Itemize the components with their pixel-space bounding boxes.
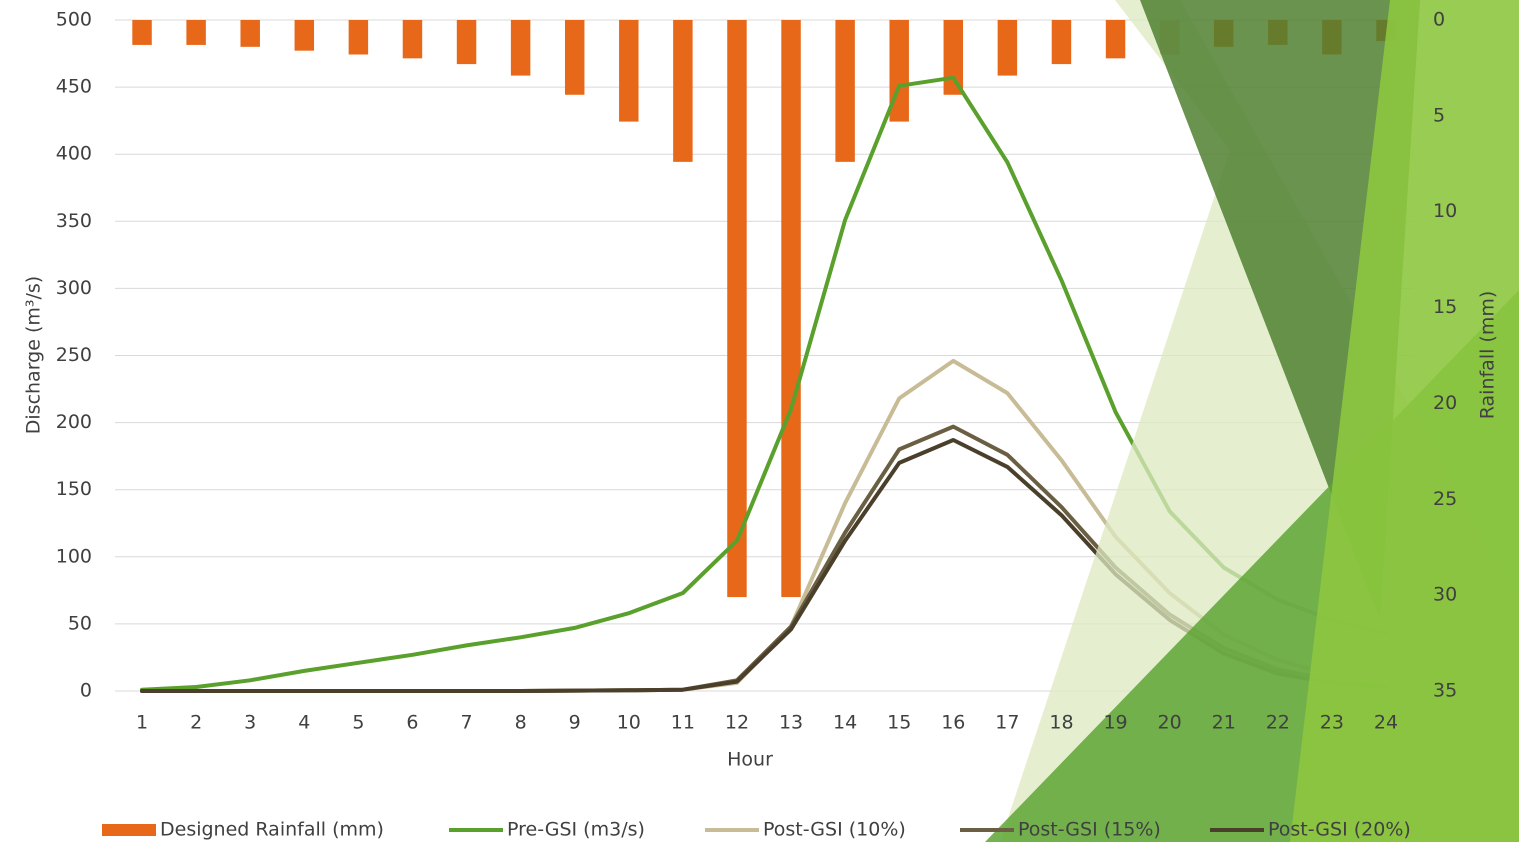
y-tick-label: 150 [56,478,92,500]
bar [673,20,693,162]
y-axis-title: Discharge (m³/s) [23,276,45,434]
x-tick-label: 5 [352,712,364,734]
y-tick-label: 300 [56,277,92,299]
y2-tick-label: 25 [1433,488,1457,510]
x-tick-label: 10 [617,712,641,734]
y-tick-label: 50 [68,612,92,634]
x-tick-label: 9 [569,712,581,734]
deco-shape [1290,0,1519,842]
bar [727,20,747,598]
x-axis-title: Hour [727,749,773,771]
bar [619,20,639,122]
labels: Hour Discharge (m³/s) Rainfall (mm) 0501… [23,9,1499,841]
plot-area [115,19,1413,693]
y2-tick-label: 0 [1433,9,1445,31]
x-tick-label: 12 [725,712,749,734]
y-tick-label: 0 [80,680,92,702]
bar [835,20,855,162]
x-tick-label: 23 [1320,712,1344,734]
y-tick-label: 500 [56,9,92,31]
legend-label: Post-GSI (20%) [1268,819,1411,841]
legend-label: Designed Rainfall (mm) [160,819,384,841]
y2-tick-label: 10 [1433,200,1457,222]
bar [564,20,585,95]
bar [1051,20,1072,65]
x-tick-label: 1 [136,712,148,734]
bar [456,20,477,65]
y2-tick-label: 30 [1433,584,1457,606]
x-tick-label: 17 [995,712,1019,734]
y-tick-label: 100 [56,545,92,567]
bar [997,20,1018,76]
bar [510,20,531,76]
y-tick-label: 400 [56,143,92,165]
bar [1105,20,1126,59]
legend-swatch [102,824,156,836]
bar [240,20,260,47]
bar [348,20,369,55]
y-tick-label: 450 [56,76,92,98]
x-tick-label: 6 [406,712,418,734]
x-tick-label: 16 [941,712,965,734]
y2-tick-label: 5 [1433,104,1445,126]
x-tick-label: 13 [779,712,803,734]
x-tick-label: 22 [1266,712,1290,734]
x-tick-label: 20 [1158,712,1182,734]
bar [186,20,206,45]
legend-label: Pre-GSI (m3/s) [507,819,645,841]
legend-label: Post-GSI (10%) [763,819,906,841]
x-tick-label: 15 [887,712,911,734]
bar [402,20,423,59]
x-tick-label: 21 [1212,712,1236,734]
y-tick-label: 350 [56,210,92,232]
x-tick-label: 11 [671,712,695,734]
x-tick-label: 7 [460,712,472,734]
bar [781,20,801,598]
bar [943,20,964,95]
y2-tick-label: 20 [1433,392,1457,414]
x-tick-label: 24 [1374,712,1398,734]
x-tick-label: 3 [244,712,256,734]
y2-tick-label: 15 [1433,296,1457,318]
y-tick-label: 200 [56,411,92,433]
legend-label: Post-GSI (15%) [1018,819,1161,841]
bar [294,20,315,51]
x-tick-label: 4 [298,712,310,734]
y2-axis-title: Rainfall (mm) [1477,291,1499,420]
y-tick-label: 250 [56,344,92,366]
bar [132,20,152,45]
x-tick-label: 2 [190,712,202,734]
x-tick-label: 18 [1049,712,1073,734]
x-tick-label: 8 [515,712,527,734]
decoration [985,0,1519,842]
x-tick-label: 19 [1103,712,1127,734]
x-tick-label: 14 [833,712,857,734]
y2-tick-label: 35 [1433,680,1457,702]
